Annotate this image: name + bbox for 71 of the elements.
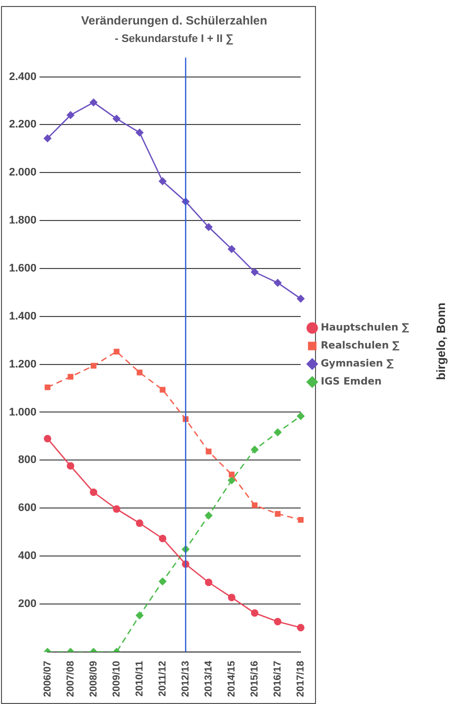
y-tick-label: 400 xyxy=(18,550,37,562)
point xyxy=(90,362,96,369)
point xyxy=(90,488,98,496)
point xyxy=(274,510,281,517)
x-tick-label: 2017/18 xyxy=(295,660,306,698)
point xyxy=(44,434,52,442)
point xyxy=(68,374,74,380)
x-tick-label: 2014/15 xyxy=(226,660,238,698)
legend-label: Realschulen ∑ xyxy=(320,340,400,352)
x-tick-label: 2012/13 xyxy=(180,660,192,698)
x-tick-label: 2016/17 xyxy=(272,660,284,698)
y-tick-label: 2.400 xyxy=(8,70,37,83)
point xyxy=(66,111,74,119)
point xyxy=(158,177,166,185)
point xyxy=(136,370,142,376)
point xyxy=(204,223,212,231)
x-tick-label: 2009/10 xyxy=(111,660,122,698)
point xyxy=(136,519,144,527)
point xyxy=(274,618,282,626)
y-tick-label: 1.400 xyxy=(8,310,37,322)
legend-label: Gymnasien ∑ xyxy=(320,358,394,370)
point xyxy=(204,512,212,520)
point xyxy=(114,348,120,354)
point xyxy=(250,609,258,617)
point xyxy=(296,294,304,302)
point xyxy=(296,624,304,632)
point xyxy=(274,279,282,287)
point xyxy=(228,594,236,602)
point xyxy=(204,578,212,586)
point xyxy=(228,472,235,478)
point xyxy=(90,98,98,106)
legend-label: Hauptschulen ∑ xyxy=(320,322,409,334)
point xyxy=(228,245,236,253)
point xyxy=(206,448,212,454)
y-tick-label: 1.600 xyxy=(8,262,37,274)
x-tick-label: 2007/08 xyxy=(65,660,76,698)
point xyxy=(44,134,52,142)
point xyxy=(158,534,166,542)
y-tick-label: 1.000 xyxy=(8,406,37,418)
chart-subtitle: - Sekundarstufe I + II ∑ xyxy=(114,33,234,46)
x-tick-label: 2013/14 xyxy=(203,660,214,698)
point xyxy=(296,412,304,420)
point xyxy=(44,384,50,390)
y-tick-label: 1.800 xyxy=(8,214,37,227)
point xyxy=(160,386,166,393)
text: birgelo, Bonn xyxy=(434,302,448,380)
point xyxy=(274,428,282,436)
point xyxy=(158,578,166,586)
y-tick-label: 600 xyxy=(18,502,37,514)
point xyxy=(250,268,258,276)
point xyxy=(66,462,74,470)
x-tick-label: 2006/07 xyxy=(42,660,54,698)
y-tick-label: 200 xyxy=(18,598,37,610)
x-tick-label: 2010/11 xyxy=(134,660,146,696)
x-tick-label: 2008/09 xyxy=(88,660,100,698)
y-tick-label: 800 xyxy=(18,454,37,466)
y-tick-label: 2.000 xyxy=(8,166,37,179)
y-tick-label: 1.200 xyxy=(8,358,37,370)
x-tick-label: 2011/12 xyxy=(157,660,168,696)
point xyxy=(250,446,258,454)
point xyxy=(112,505,120,513)
chart-title: Veränderungen d. Schülerzahlen xyxy=(81,14,268,28)
point xyxy=(136,612,144,620)
x-tick-label: 2015/16 xyxy=(249,660,260,698)
y-tick-label: 2.200 xyxy=(8,118,37,131)
point xyxy=(136,128,144,136)
point xyxy=(252,502,258,508)
legend-label: IGS Emden xyxy=(320,376,382,388)
point xyxy=(228,476,236,484)
point xyxy=(112,114,120,122)
point xyxy=(298,516,304,523)
